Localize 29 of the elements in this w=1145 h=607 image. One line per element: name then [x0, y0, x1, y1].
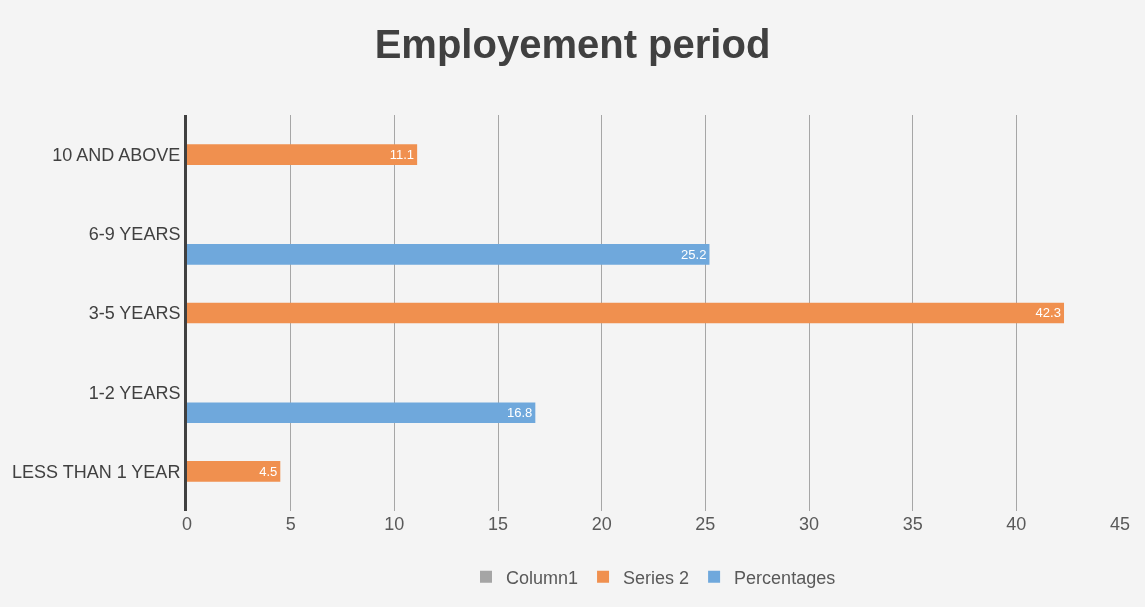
data-label: 11.1 [389, 146, 415, 162]
x-tick-label: 25 [695, 514, 716, 534]
data-label: 25.2 [681, 246, 707, 262]
y-tick-label: 10 AND ABOVE [52, 144, 181, 165]
bar [187, 461, 281, 482]
legend-label: Column1 [506, 567, 579, 588]
data-label: 42.3 [1035, 305, 1062, 321]
bar [187, 302, 1065, 324]
y-tick-label: 1-2 YEARS [88, 382, 181, 403]
x-tick-label: 45 [1109, 514, 1131, 534]
x-tick-label: 5 [285, 514, 296, 534]
data-label: 4.5 [259, 463, 278, 479]
y-tick-label: LESS THAN 1 YEAR [11, 461, 181, 482]
x-tick-label: 20 [591, 514, 612, 534]
legend-label: Series 2 [623, 567, 690, 588]
x-tick-label: 35 [902, 514, 923, 534]
x-tick-label: 15 [487, 514, 509, 534]
bar [187, 144, 418, 165]
y-tick-label: 3-5 YEARS [88, 303, 181, 324]
legend-label: Percentages [734, 567, 836, 588]
y-tick-label: 6-9 YEARS [88, 224, 181, 245]
bar [187, 244, 710, 265]
x-tick-label: 30 [798, 514, 820, 534]
x-tick-label: 0 [181, 514, 193, 534]
x-tick-label: 10 [384, 514, 405, 534]
data-label: 16.8 [506, 405, 533, 421]
bar [187, 402, 536, 424]
chart-title: Employement period [374, 22, 771, 67]
x-tick-label: 40 [1006, 514, 1027, 534]
